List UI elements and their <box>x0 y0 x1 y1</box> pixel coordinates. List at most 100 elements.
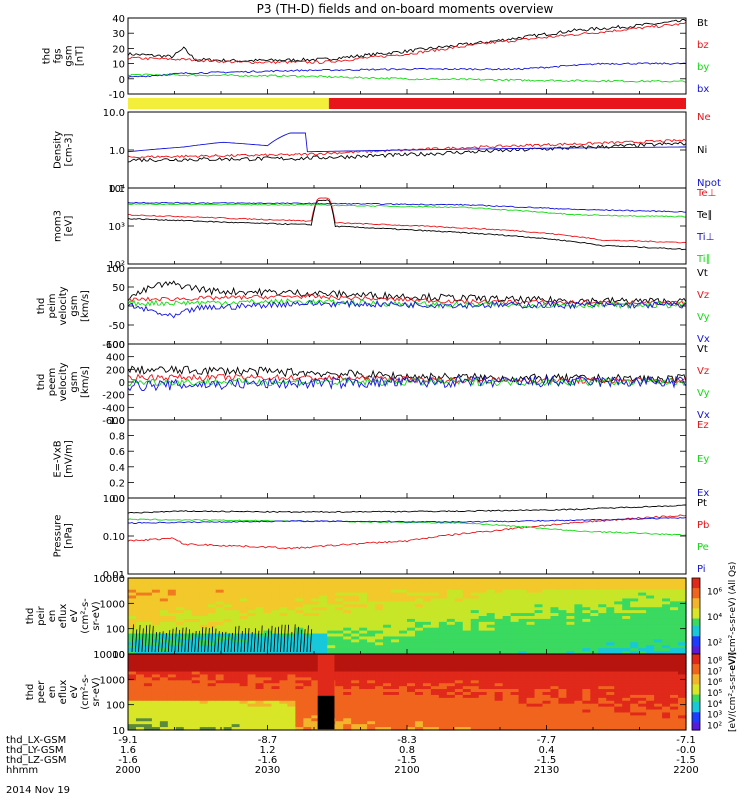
heat-cell <box>239 674 249 678</box>
heat-cell <box>542 607 552 611</box>
heat-cell <box>159 659 169 664</box>
heat-cell <box>430 654 440 658</box>
heat-cell <box>391 659 400 664</box>
heat-cell <box>598 627 607 632</box>
heat-cell <box>486 712 496 716</box>
ytick-label: 0.1 <box>109 184 125 195</box>
heat-cell <box>622 686 631 690</box>
heat-cell <box>670 610 679 614</box>
heat-cell <box>175 580 185 585</box>
heat-cell <box>279 674 289 678</box>
heat-cell <box>391 694 400 699</box>
heat-cell <box>462 689 472 693</box>
heat-cell <box>391 607 400 611</box>
heat-cell <box>582 654 591 658</box>
heat-cell <box>383 709 392 714</box>
heat-cell <box>510 677 520 681</box>
series-Pb <box>127 514 687 550</box>
heat-cell <box>159 613 169 617</box>
heat-cell <box>199 700 209 705</box>
heat-cell <box>343 694 352 699</box>
heat-cell <box>534 697 544 702</box>
heat-cell <box>502 601 512 605</box>
heat-cell <box>279 694 289 699</box>
heat-cell <box>167 580 177 585</box>
heat-cell <box>678 621 687 626</box>
heat-cell <box>470 686 480 690</box>
heat-cell <box>582 668 591 673</box>
ylabel-line: thd <box>25 608 36 625</box>
heat-cell <box>383 592 392 597</box>
heat-cell <box>526 604 536 608</box>
heat-cell <box>462 651 472 655</box>
colorbar-cell <box>692 661 700 665</box>
heat-cell <box>574 656 583 661</box>
heat-cell <box>534 630 544 635</box>
heat-cell <box>135 686 145 690</box>
heat-cell <box>303 697 312 702</box>
heat-cell <box>287 578 296 582</box>
heat-cell <box>231 586 241 591</box>
heat-cell <box>279 624 289 629</box>
heat-cell <box>175 621 185 626</box>
heat-cell <box>646 659 655 664</box>
heat-cell <box>279 665 289 670</box>
heat-cell <box>303 677 312 681</box>
heat-cell <box>175 595 185 600</box>
heat-cell <box>438 689 448 693</box>
heat-cell <box>526 662 536 667</box>
heat-cell <box>526 610 536 614</box>
heat-cell <box>407 613 416 617</box>
heat-cell <box>231 692 241 696</box>
heat-cell <box>207 598 217 602</box>
heat-cell <box>367 627 376 632</box>
heat-cell <box>407 706 416 711</box>
heat-cell <box>271 648 281 652</box>
heat-cell <box>654 654 663 658</box>
heat-cell <box>590 706 599 711</box>
heat-cell <box>606 706 615 711</box>
heat-cell <box>239 595 249 600</box>
heat-cell <box>143 595 153 600</box>
heat-cell <box>534 583 544 588</box>
heat-cell <box>422 607 432 611</box>
heat-cell <box>223 583 233 588</box>
heat-cell <box>191 639 201 643</box>
heat-cell <box>606 712 615 716</box>
heat-cell <box>391 648 400 652</box>
colorbar-cell <box>692 656 700 660</box>
heat-spike <box>303 629 306 653</box>
heat-cell <box>327 595 336 600</box>
heat-cell <box>486 656 496 661</box>
heat-cell <box>255 680 265 684</box>
heat-cell <box>239 680 249 684</box>
heat-cell <box>223 694 233 699</box>
heat-cell <box>287 580 296 585</box>
heat-cell <box>199 671 209 676</box>
heat-cell <box>391 651 400 655</box>
heat-cell <box>638 659 647 664</box>
heat-cell <box>646 706 655 711</box>
heat-cell <box>430 580 440 585</box>
axis-row-value: -1.5 <box>676 755 696 766</box>
heat-cell <box>247 595 257 600</box>
heat-cell <box>534 604 544 608</box>
heat-cell <box>478 610 488 614</box>
heat-cell <box>670 613 679 617</box>
heat-cell <box>287 668 296 673</box>
heat-cell <box>478 630 488 635</box>
heat-cell <box>478 636 488 640</box>
heat-cell <box>159 627 169 632</box>
heat-cell <box>438 718 448 722</box>
heat-cell <box>486 601 496 605</box>
heat-cell <box>231 639 241 643</box>
heat-cell <box>175 598 185 602</box>
heat-cell <box>231 633 241 638</box>
heat-cell <box>215 680 225 684</box>
heat-cell <box>622 598 631 602</box>
heat-cell <box>175 686 185 690</box>
axis-row-value: 1.2 <box>260 745 276 756</box>
heat-cell <box>183 692 193 696</box>
heat-cell <box>135 718 145 722</box>
heat-cell <box>151 677 161 681</box>
